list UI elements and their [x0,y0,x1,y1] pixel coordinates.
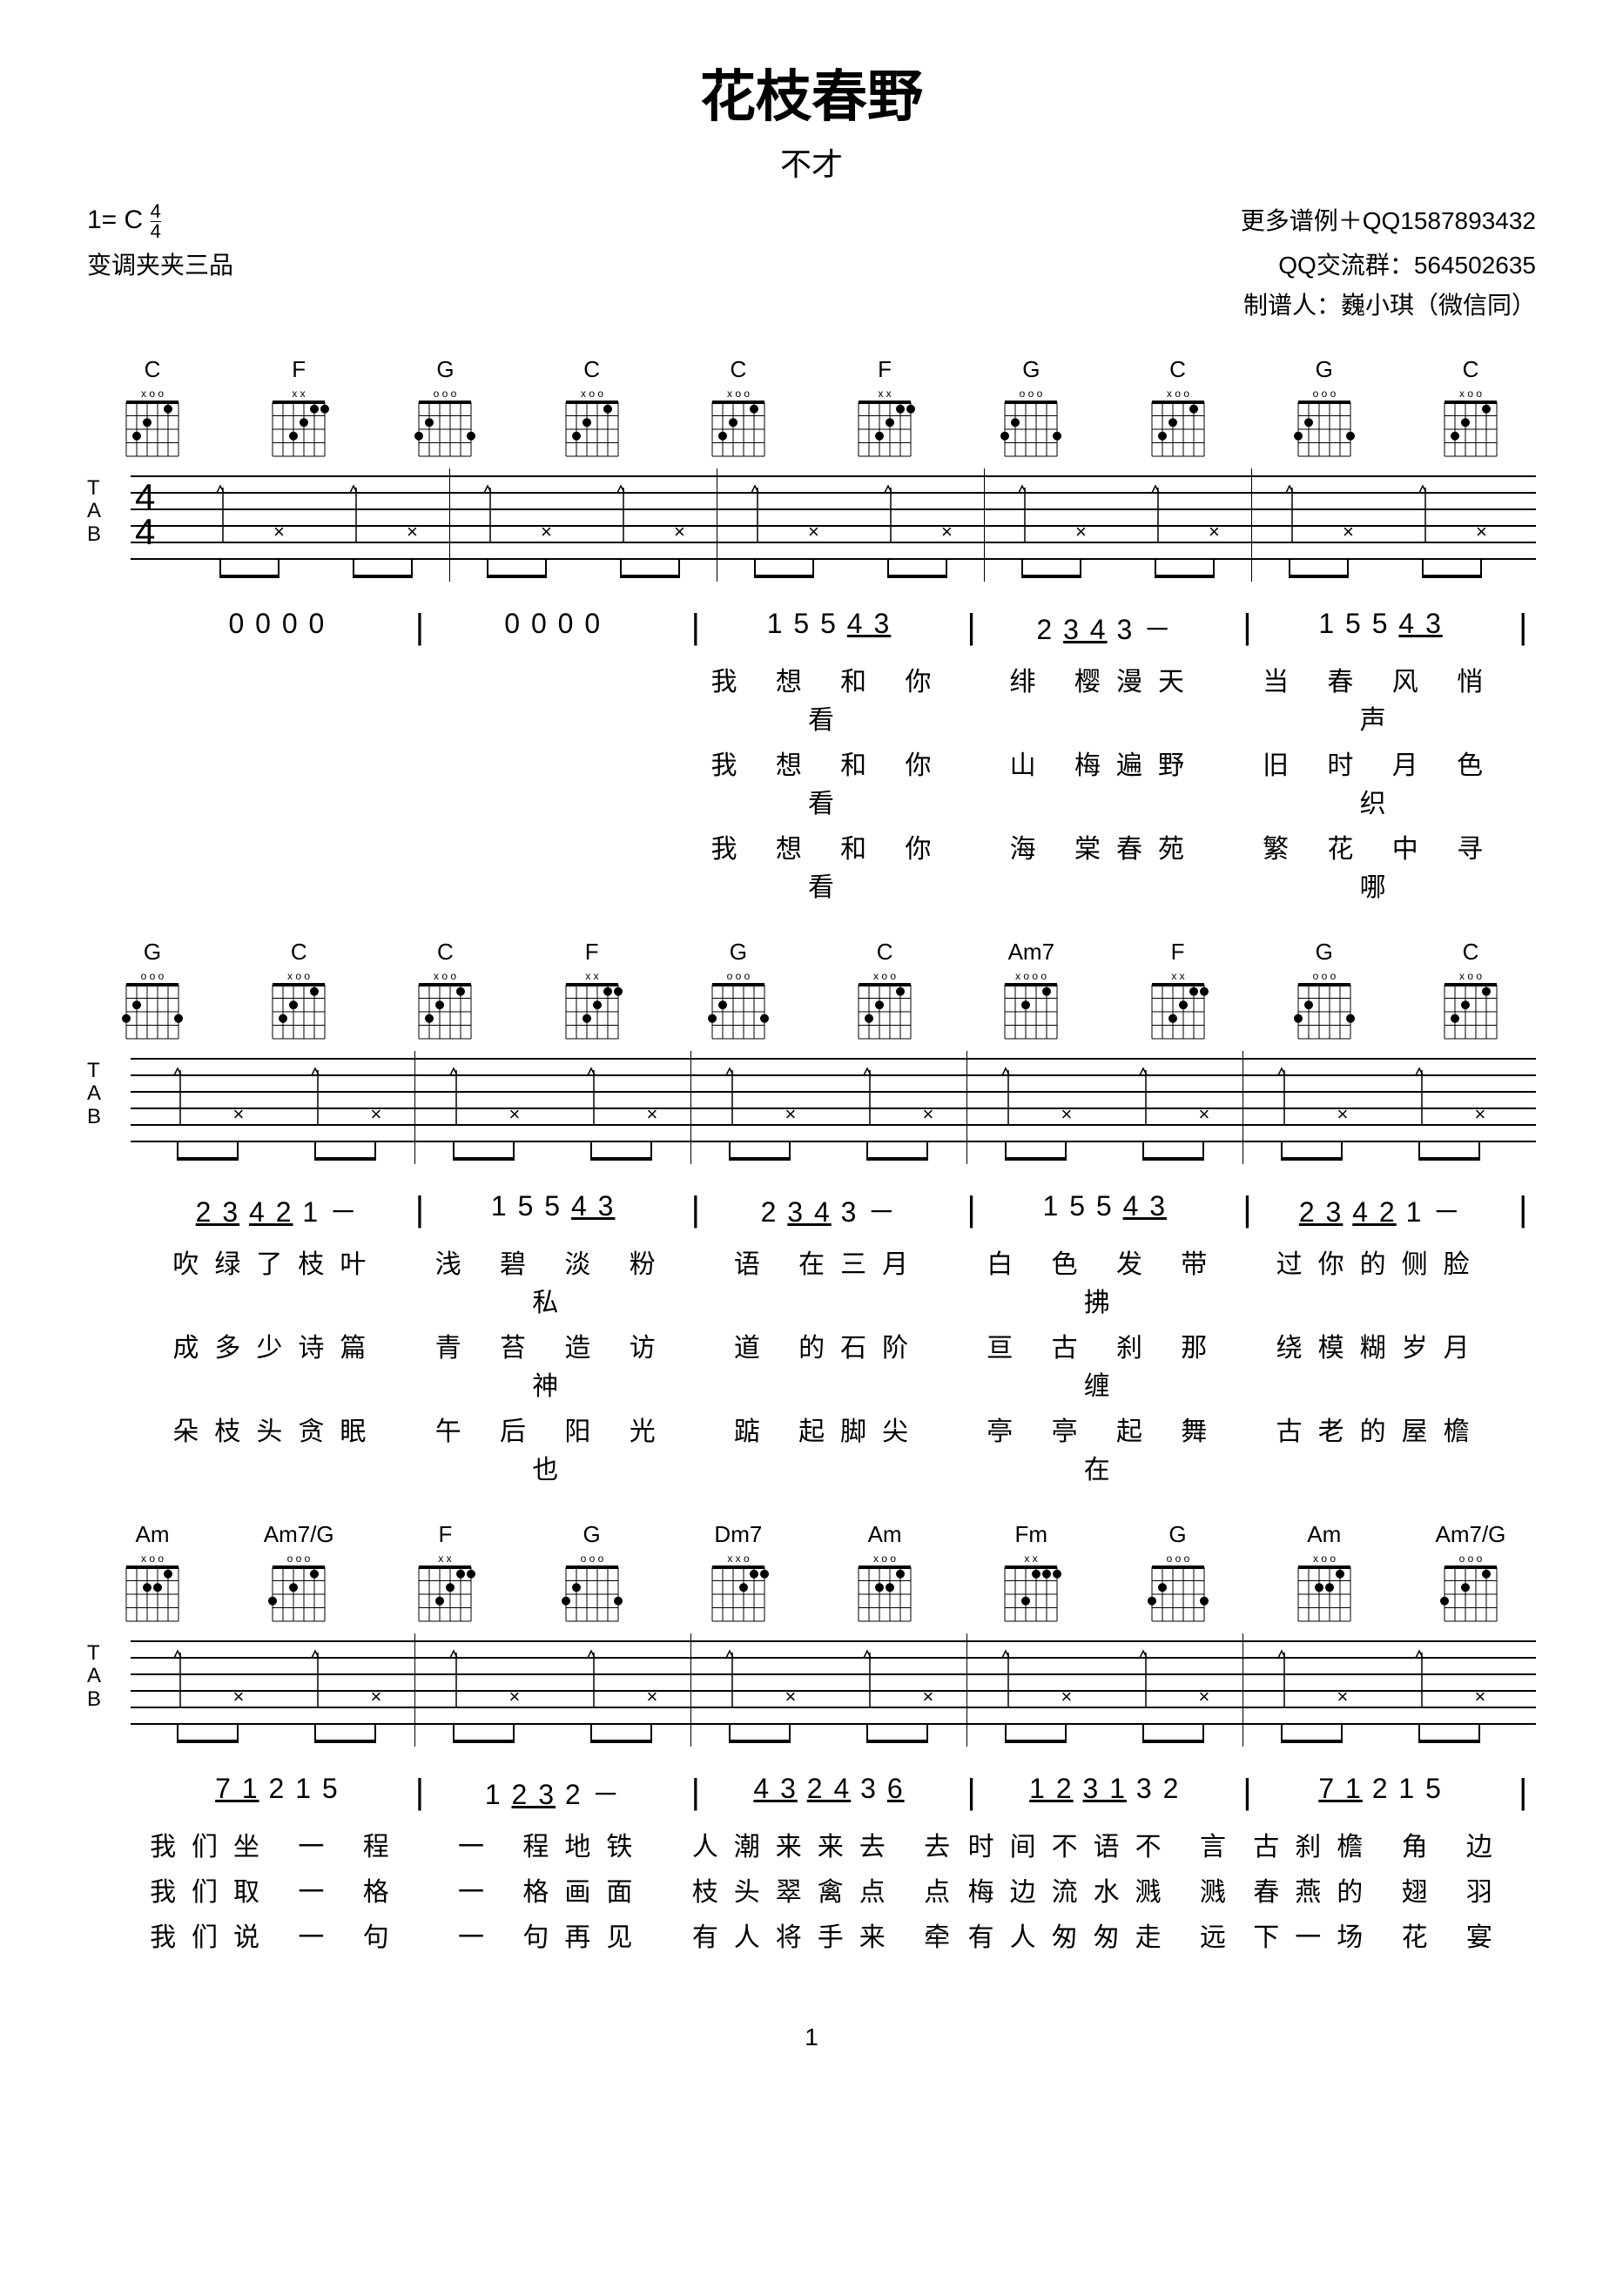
lyric-line-3: 我 想 和 你看海 棠春苑繁 花 中 寻哪 [87,827,1536,904]
tab-staff: TAB 44×××××××××× [87,468,1536,582]
chord-G: G o o o [1113,1521,1243,1630]
lyric-line-2: 我们取 一 格一 格画面枝头翠禽点 点梅边流水溅 溅春燕的 翅 羽 [87,1870,1536,1909]
lyric-line-2: 成多少诗篇青 苔 造 访神道 的石阶亘 古 刹 那缠绕模糊岁月 [87,1326,1536,1403]
chord-C: C x o o [1405,939,1536,1047]
chord-C: C x o o [233,939,364,1047]
svg-text:o o o: o o o [1459,1552,1483,1565]
svg-text:x x: x x [1025,1552,1038,1565]
chord-C: C x o o [1113,356,1243,465]
chord-G: G o o o [966,356,1096,465]
chord-C: C x o o [673,356,804,465]
system-3: Am x o o Am7/G o o o F x x G o o o Dm7 x… [87,1521,1536,1954]
chord-F: F x x [527,939,657,1047]
chord-G: G o o o [1259,356,1390,465]
svg-text:o o o: o o o [1312,970,1336,982]
lyric-line-1: 我 想 和 你看绯 樱漫天当 春 风 悄声 [87,660,1536,737]
svg-text:x o o: x o o [287,970,310,982]
svg-text:o o o: o o o [1312,387,1336,400]
chord-Am7: Am7 x o o o [966,939,1096,1047]
svg-text:x o o: x o o [581,387,603,400]
author-info: 制谱人：巍小琪（微信同） [1243,286,1536,321]
capo-info: 变调夹夹三品 [87,246,233,281]
tab-staff: TAB ×××××××××× [87,1051,1536,1164]
lyric-line-3: 朵枝头贪眠午 后 阳 光也踮 起脚尖亭 亭 起 舞在古老的屋檐 [87,1410,1536,1486]
svg-text:x x o: x x o [727,1552,750,1565]
song-title: 花枝春野 [87,52,1536,132]
chord-G: G o o o [87,939,218,1047]
svg-text:o o o: o o o [1166,1552,1189,1565]
number-notation: 7 1 2 1 5|1 2 3 2 －|4 3 2 4 3 6|1 2 3 1 … [87,1773,1536,1813]
contact-info-1: 更多谱例＋QQ1587893432 [1241,202,1536,241]
chord-Fm: Fm x x [966,1521,1096,1630]
chord-F: F x x [1113,939,1243,1047]
svg-text:x x: x x [878,387,891,400]
lyric-line-1: 吹绿了枝叶浅 碧 淡 粉私语 在三月白 色 发 带拂过你的侧脸 [87,1242,1536,1319]
svg-text:x x: x x [293,387,306,400]
lyric-line-2: 我 想 和 你看山 梅遍野旧 时 月 色织 [87,744,1536,820]
chord-row: C x o o F x x G o o o C x o o C x o o F … [87,356,1536,465]
chord-Am7/G: Am7/G o o o [233,1521,364,1630]
chord-Am: Am x o o [1259,1521,1390,1630]
chord-G: G o o o [527,1521,657,1630]
key-signature: 1= C 44 [87,205,161,234]
svg-text:x o o: x o o [1167,387,1189,400]
svg-text:x o o: x o o [873,970,896,982]
page-number: 1 [87,2023,1536,2051]
svg-text:x x: x x [439,1552,452,1565]
svg-text:o o o: o o o [287,1552,311,1565]
chord-G: G o o o [380,356,510,465]
chord-F: F x x [380,1521,510,1630]
chord-Am7/G: Am7/G o o o [1405,1521,1536,1630]
contact-info-2: QQ交流群：564502635 [1278,246,1536,281]
number-notation: 0 0 0 0|0 0 0 0|1 5 5 4 3|2 3 4 3 －|1 5 … [87,608,1536,648]
svg-text:x o o: x o o [1459,970,1482,982]
svg-text:x o o: x o o [434,970,456,982]
chord-C: C x o o [1405,356,1536,465]
chord-C: C x o o [87,356,218,465]
lyric-line-3: 我们说 一 句一 句再见有人将手来 牵有人匆匆走 远下一场 花 宴 [87,1916,1536,1954]
chord-C: C x o o [819,939,950,1047]
chord-G: G o o o [1259,939,1390,1047]
svg-text:o o o: o o o [727,970,751,982]
chord-C: C x o o [380,939,510,1047]
artist-name: 不才 [87,139,1536,185]
svg-text:x x: x x [1171,970,1184,982]
chord-F: F x x [233,356,364,465]
svg-text:x o o: x o o [1459,387,1482,400]
svg-text:x o o: x o o [727,387,750,400]
chord-C: C x o o [527,356,657,465]
chord-Am: Am x o o [819,1521,950,1630]
chord-F: F x x [819,356,950,465]
svg-text:x o o: x o o [873,1552,896,1565]
system-2: G o o o C x o o C x o o F x x G o o o C … [87,939,1536,1486]
system-1: C x o o F x x G o o o C x o o C x o o F … [87,356,1536,904]
chord-Am: Am x o o [87,1521,218,1630]
svg-text:o o o: o o o [141,970,165,982]
svg-text:o o o: o o o [580,1552,603,1565]
chord-row: Am x o o Am7/G o o o F x x G o o o Dm7 x… [87,1521,1536,1630]
svg-text:x x: x x [585,970,598,982]
svg-text:x o o o: x o o o [1015,970,1047,982]
lyric-line-1: 我们坐 一 程一 程地铁人潮来来去 去时间不语不 言古刹檐 角 边 [87,1825,1536,1863]
svg-text:x o o: x o o [141,1552,164,1565]
chord-Dm7: Dm7 x x o [673,1521,804,1630]
chord-G: G o o o [673,939,804,1047]
svg-text:x o o: x o o [141,387,164,400]
number-notation: 2 3 4 2 1 －|1 5 5 4 3|2 3 4 3 －|1 5 5 4 … [87,1190,1536,1230]
tab-staff: TAB ×××××××××× [87,1633,1536,1747]
svg-text:o o o: o o o [1020,387,1043,400]
chord-row: G o o o C x o o C x o o F x x G o o o C … [87,939,1536,1047]
svg-text:o o o: o o o [434,387,457,400]
svg-text:x o o: x o o [1313,1552,1336,1565]
